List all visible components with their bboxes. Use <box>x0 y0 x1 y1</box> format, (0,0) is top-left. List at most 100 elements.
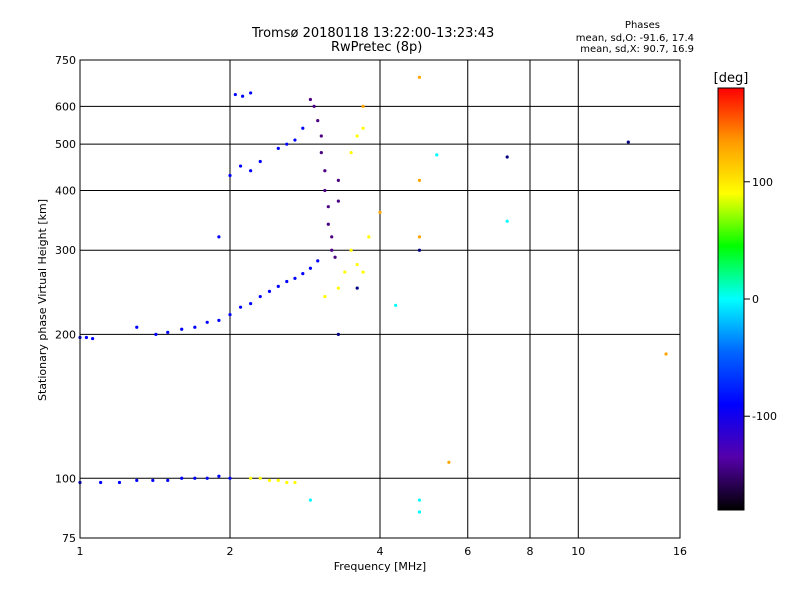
y-tick-label: 600 <box>55 100 76 113</box>
x-axis-ticks: 1 2 4 6 8 10 16 <box>77 545 688 558</box>
data-point <box>323 188 327 193</box>
x-tick-label: 16 <box>673 545 687 558</box>
x-tick-label: 4 <box>377 545 384 558</box>
data-point <box>91 336 95 341</box>
x-axis-label: Frequency [MHz] <box>334 560 426 573</box>
data-point <box>99 480 103 485</box>
stats-o-mode: mean, sd,O: -91.6, 17.4 <box>575 33 694 44</box>
data-point <box>308 498 313 502</box>
y-tick-label: 750 <box>55 54 76 67</box>
data-point <box>323 294 327 299</box>
data-point <box>330 235 334 239</box>
data-point <box>258 476 262 480</box>
colorbar-tick-label: 100 <box>752 176 773 189</box>
data-point <box>505 219 509 223</box>
data-point <box>117 480 122 485</box>
data-point <box>293 276 297 280</box>
data-point <box>193 325 197 329</box>
x-tick-label: 10 <box>571 545 585 558</box>
data-point <box>447 460 451 464</box>
data-point <box>180 327 184 331</box>
data-point <box>336 286 340 290</box>
data-point <box>326 222 330 226</box>
data-point <box>151 478 155 482</box>
data-point <box>435 153 439 157</box>
data-point <box>241 94 245 98</box>
chart-title: Tromsø 20180118 13:22:00-13:23:43 <box>252 26 495 41</box>
y-axis-label: Stationary phase Virtual Height [km] <box>36 199 49 401</box>
data-point <box>417 248 422 252</box>
data-point <box>355 262 359 267</box>
data-point <box>312 104 316 108</box>
grid-lines <box>80 60 680 538</box>
data-point <box>417 498 422 502</box>
data-point <box>308 266 313 270</box>
data-point <box>316 259 320 263</box>
data-point <box>249 91 253 95</box>
data-point <box>330 248 334 252</box>
data-point <box>238 305 243 309</box>
data-point <box>217 235 221 239</box>
data-point <box>293 480 297 485</box>
y-tick-label: 500 <box>55 138 76 151</box>
data-point <box>505 155 509 159</box>
data-point <box>326 205 330 209</box>
data-point <box>276 478 280 482</box>
data-point <box>336 199 340 203</box>
data-point <box>249 476 253 480</box>
data-point <box>355 286 359 290</box>
y-tick-label: 75 <box>62 532 76 545</box>
data-point <box>417 178 422 182</box>
data-point <box>205 476 209 480</box>
y-tick-label: 200 <box>55 328 76 341</box>
y-tick-label: 400 <box>55 184 76 197</box>
data-point <box>361 104 365 108</box>
data-point <box>217 474 221 478</box>
data-point <box>154 332 158 336</box>
data-point <box>228 313 232 317</box>
stats-x-mode: mean, sd,X: 90.7, 16.9 <box>580 44 694 55</box>
data-point <box>316 119 320 123</box>
data-point <box>258 294 262 299</box>
plot-area-frame <box>79 59 681 539</box>
data-point <box>349 248 353 252</box>
data-point <box>417 75 422 79</box>
data-point <box>276 284 280 289</box>
data-point <box>319 134 323 138</box>
data-point <box>180 476 184 480</box>
data-point <box>293 138 297 142</box>
data-point <box>285 142 289 146</box>
data-point <box>249 301 253 306</box>
data-point <box>228 476 232 480</box>
data-point <box>285 480 289 485</box>
y-axis-ticks: 75 100 200 300 400 500 600 750 <box>55 54 76 545</box>
colorbar-ticks: 100 0 -100 <box>744 176 777 423</box>
data-point <box>267 478 272 482</box>
data-point <box>166 330 170 334</box>
x-tick-label: 8 <box>527 545 534 558</box>
data-point <box>233 92 237 97</box>
data-point <box>336 178 340 182</box>
colorbar-tick-label: -100 <box>752 410 777 423</box>
data-point <box>258 159 262 164</box>
data-point <box>249 169 253 173</box>
data-point <box>417 235 422 239</box>
stats-header: Phases <box>624 20 660 31</box>
data-point <box>193 476 197 480</box>
data-point <box>228 173 232 178</box>
data-point <box>626 140 630 144</box>
data-point <box>349 151 353 155</box>
data-point <box>135 325 139 329</box>
data-point <box>319 151 323 155</box>
data-points <box>78 75 668 514</box>
data-point <box>301 272 305 276</box>
data-point <box>664 352 668 356</box>
colorbar <box>717 87 745 511</box>
colorbar-tick-label: 0 <box>752 293 759 306</box>
data-point <box>285 279 289 284</box>
y-tick-label: 300 <box>55 244 76 257</box>
x-tick-label: 1 <box>77 545 84 558</box>
data-point <box>361 270 365 274</box>
y-tick-label: 100 <box>55 472 76 485</box>
data-point <box>378 210 382 214</box>
